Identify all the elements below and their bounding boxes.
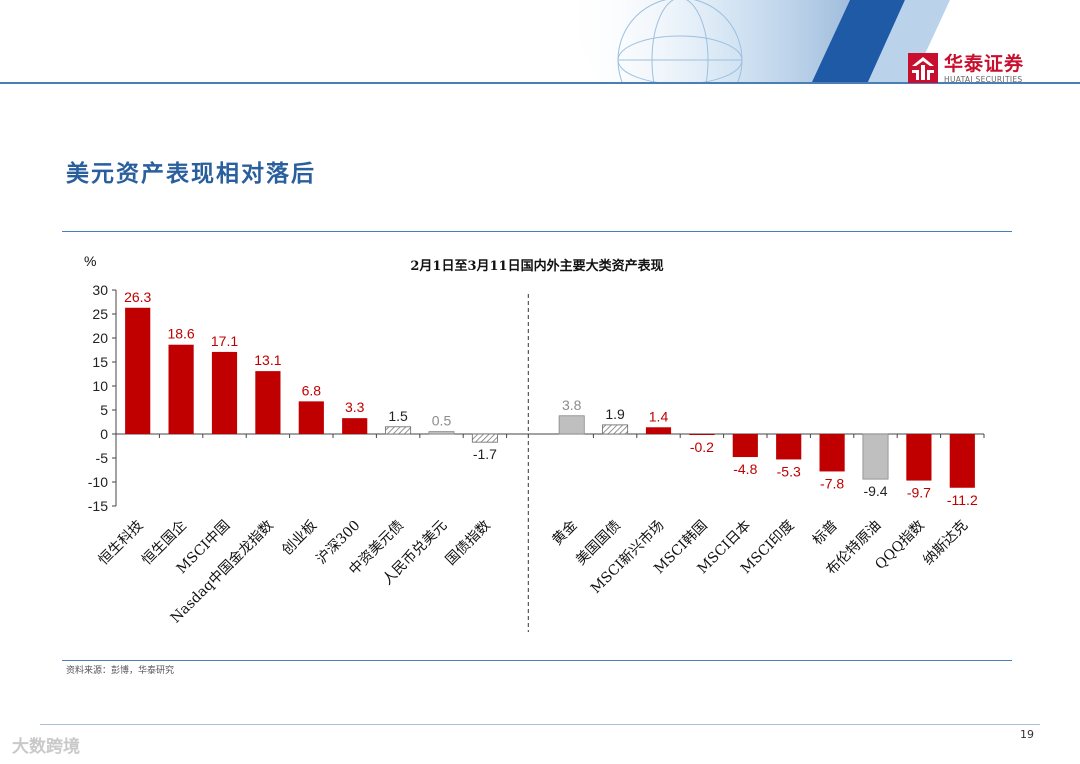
- bar: [862, 433, 889, 480]
- data-label: -9.7: [907, 485, 931, 501]
- y-tick-label: 25: [92, 306, 108, 322]
- page-number: 19: [1020, 728, 1034, 741]
- y-tick-label: 30: [92, 282, 108, 298]
- data-label: -1.7: [473, 446, 497, 462]
- data-label: -5.3: [777, 463, 801, 479]
- section-rule-bottom: [62, 660, 1012, 661]
- watermark: 大数跨境: [12, 737, 80, 757]
- category-label: 恒生科技: [96, 518, 147, 569]
- data-label: 6.8: [302, 382, 322, 398]
- category-label: 创业板: [279, 518, 320, 559]
- bar: [602, 424, 629, 435]
- data-label: -0.2: [690, 439, 714, 455]
- data-label: -11.2: [947, 492, 978, 508]
- bar: [558, 415, 585, 435]
- bar: [776, 434, 802, 460]
- data-label: 3.3: [345, 399, 365, 415]
- data-label: 18.6: [167, 326, 194, 342]
- data-label: -9.4: [863, 483, 887, 499]
- bar: [385, 426, 412, 435]
- category-label: 纳斯达克: [920, 518, 971, 569]
- y-tick-label: -15: [88, 498, 108, 514]
- category-label: 国债指数: [443, 518, 494, 569]
- data-label: 0.5: [432, 413, 452, 429]
- bar: [819, 434, 845, 472]
- data-label: 3.8: [562, 397, 582, 413]
- header-globe-decoration: [560, 0, 950, 84]
- data-label: 1.9: [605, 406, 625, 422]
- data-label: 17.1: [211, 333, 238, 349]
- bar: [949, 434, 975, 488]
- y-tick-label: 20: [92, 330, 108, 346]
- bar: [125, 307, 151, 434]
- brand-name-cn: 华泰证券: [944, 52, 1025, 75]
- y-tick-label: 5: [100, 402, 108, 418]
- header-rule: [0, 82, 1080, 84]
- bar: [342, 418, 368, 434]
- category-label: 标普: [810, 518, 841, 549]
- y-axis-unit: %: [84, 253, 96, 269]
- bar: [428, 431, 455, 435]
- footer-rule: [40, 724, 1040, 725]
- bar: [211, 351, 238, 434]
- bar: [255, 371, 281, 434]
- source-note: 资料来源：彭博，华泰研究: [66, 666, 175, 676]
- bar: [168, 344, 194, 434]
- y-tick-label: 15: [92, 354, 108, 370]
- bar: [298, 401, 324, 434]
- y-tick-label: 0: [100, 426, 108, 442]
- bar: [689, 434, 715, 435]
- bar: [471, 433, 498, 443]
- bar: [645, 427, 672, 434]
- y-tick-label: 10: [92, 378, 108, 394]
- huatai-logo-icon: [908, 53, 938, 83]
- data-label: 26.3: [124, 289, 151, 305]
- data-label: -7.8: [820, 475, 844, 491]
- data-label: -4.8: [733, 461, 757, 477]
- brand-name-en: HUATAI SECURITIES: [944, 74, 1023, 84]
- chart-title: 2月1日至3月11日国内外主要大类资产表现: [410, 258, 663, 274]
- y-tick-label: -10: [88, 474, 108, 490]
- category-label: 黄金: [549, 517, 581, 549]
- brand-logo: 华泰证券 HUATAI SECURITIES: [908, 50, 1024, 86]
- bar: [732, 434, 758, 458]
- data-label: 13.1: [254, 352, 281, 368]
- bar: [906, 434, 932, 481]
- page-title: 美元资产表现相对落后: [66, 160, 316, 187]
- category-label: MSCI新兴市场: [587, 517, 667, 597]
- data-label: 1.4: [649, 408, 669, 424]
- bar-chart: 2月1日至3月11日国内外主要大类资产表现% 30 25 20 15 10 5 0 -5 -10 -…: [84, 253, 985, 632]
- y-tick-label: -5: [96, 450, 109, 466]
- data-label: 1.5: [388, 408, 408, 424]
- section-rule-top: [62, 231, 1012, 232]
